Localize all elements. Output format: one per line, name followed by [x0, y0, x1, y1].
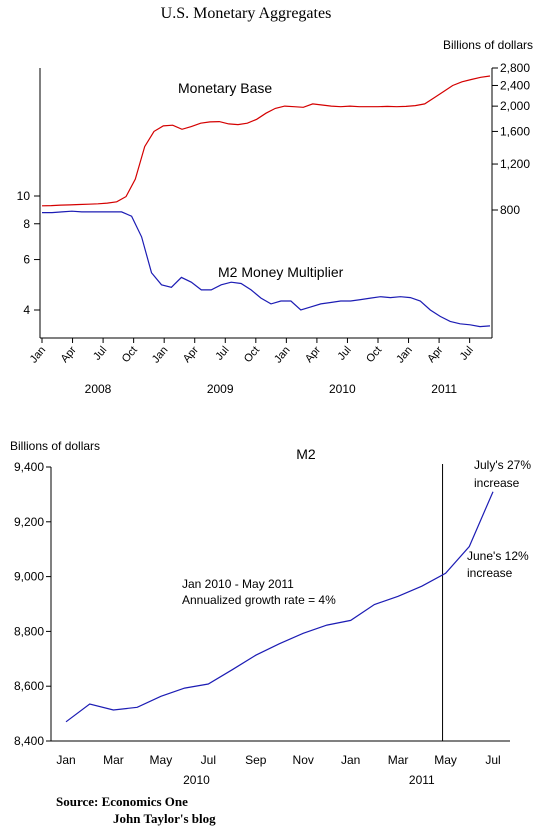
x-tick-label: Apr [303, 344, 323, 365]
year-label: 2008 [85, 382, 112, 396]
y-tick-label: 9,200 [14, 515, 44, 529]
right-tick-label: 2,000 [500, 99, 530, 113]
m2-multiplier-line [42, 210, 491, 328]
annotation-growth-rate: Annualized growth rate = 4% [182, 593, 336, 607]
year-label: 2010 [329, 382, 356, 396]
x-tick-label: Jan [28, 344, 49, 365]
annotation-june-increase: June's 12% [467, 549, 529, 563]
year-label: 2010 [183, 773, 210, 787]
bottom-chart: Billions of dollars M2 Jan 2010 - May 20… [10, 439, 531, 787]
x-tick-label: Oct [120, 344, 140, 365]
x-tick-label: Apr [181, 344, 201, 365]
top-chart: Billions of dollars Monetary Base M2 Mon… [17, 38, 533, 396]
right-tick-label: 1,200 [500, 157, 530, 171]
y-tick-label: 8,600 [14, 679, 44, 693]
left-tick-label: 4 [23, 303, 30, 317]
x-tick-label: May [434, 753, 457, 767]
y-tick-label: 8,800 [14, 624, 44, 638]
x-tick-label: Jan [150, 344, 171, 365]
x-tick-label: Oct [364, 344, 384, 365]
x-tick-label: Apr [425, 344, 445, 365]
left-tick-label: 10 [17, 189, 31, 203]
x-tick-label: Jul [485, 753, 500, 767]
x-tick-label: Mar [388, 753, 409, 767]
year-label: 2009 [207, 382, 234, 396]
chart-title-m2: M2 [296, 446, 316, 462]
annotation-july-increase: July's 27% [474, 458, 531, 472]
x-tick-label: Jan [56, 753, 75, 767]
year-label: 2011 [409, 773, 435, 787]
right-tick-label: 2,800 [500, 61, 530, 75]
page-title: U.S. Monetary Aggregates [161, 5, 332, 22]
annotation-june-increase-2: increase [467, 566, 513, 580]
x-tick-label: Jul [458, 344, 476, 362]
x-tick-label: Jan [341, 753, 360, 767]
y-axis-label: Billions of dollars [10, 439, 100, 453]
x-tick-label: Jul [336, 344, 354, 362]
series-label-m2-multiplier: M2 Money Multiplier [218, 264, 344, 280]
series-label-monetary-base: Monetary Base [178, 80, 272, 96]
x-tick-label: Mar [103, 753, 124, 767]
x-tick-label: Jul [91, 344, 109, 362]
source-line-2: John Taylor's blog [113, 811, 216, 826]
annotation-july-increase-2: increase [474, 476, 520, 490]
y-tick-label: 8,400 [14, 734, 44, 748]
monetary-base-line [41, 75, 491, 207]
right-tick-label: 800 [500, 203, 520, 217]
left-tick-label: 8 [23, 217, 30, 231]
right-tick-label: 1,600 [500, 124, 530, 138]
x-tick-label: May [150, 753, 173, 767]
right-axis-label: Billions of dollars [443, 38, 533, 52]
x-tick-label: Jul [201, 753, 216, 767]
year-label: 2011 [431, 382, 457, 396]
y-tick-label: 9,400 [14, 460, 44, 474]
x-tick-label: Jul [213, 344, 231, 362]
x-tick-label: Jan [272, 344, 293, 365]
x-tick-label: Nov [293, 753, 314, 767]
x-tick-label: Sep [245, 753, 267, 767]
x-tick-label: Jan [394, 344, 415, 365]
left-tick-label: 6 [23, 253, 30, 267]
annotation-growth-period: Jan 2010 - May 2011 [182, 577, 294, 591]
source-line-1: Source: Economics One [56, 794, 188, 809]
y-tick-label: 9,000 [14, 570, 44, 584]
m2-line [65, 491, 494, 723]
x-tick-label: Oct [242, 344, 262, 365]
right-tick-label: 2,400 [500, 78, 530, 92]
x-tick-label: Apr [59, 344, 79, 365]
